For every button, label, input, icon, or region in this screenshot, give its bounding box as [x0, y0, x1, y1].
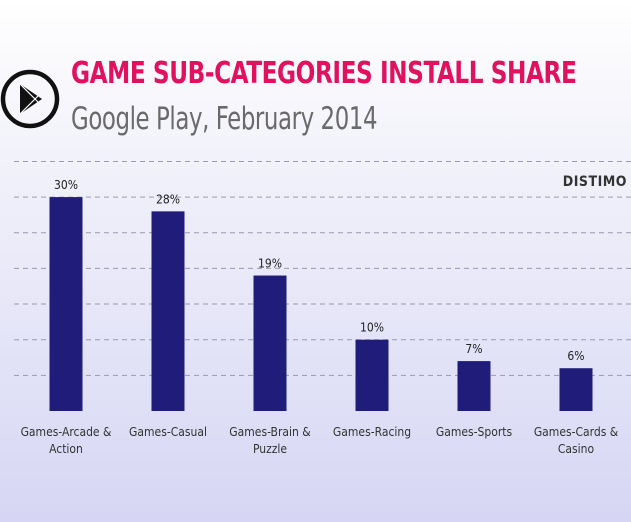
data-label: 28%: [156, 192, 180, 206]
chart-subtitle: Google Play, February 2014: [71, 101, 378, 137]
bar: [457, 361, 491, 411]
category-label: Action: [49, 442, 83, 456]
category-label: Casino: [558, 442, 595, 456]
chart-title: GAME SUB-CATEGORIES INSTALL SHARE: [71, 56, 577, 91]
category-label: Puzzle: [253, 442, 287, 456]
category-label: Games-Sports: [436, 425, 513, 439]
data-label: 19%: [258, 257, 282, 271]
bar: [49, 197, 83, 411]
category-label: Games-Brain &: [229, 425, 311, 439]
distimo-logo: DISTIMO: [562, 174, 627, 190]
bar: [559, 368, 593, 411]
google-play-icon: [0, 69, 60, 129]
bar: [253, 275, 287, 411]
category-label: Games-Casual: [129, 425, 207, 439]
category-label: Games-Arcade &: [21, 425, 112, 439]
data-label: 30%: [54, 178, 78, 192]
data-label: 7%: [465, 342, 482, 356]
bar: [151, 211, 185, 411]
category-label: Games-Racing: [333, 425, 411, 439]
data-label: 10%: [360, 321, 384, 335]
category-label: Games-Cards &: [534, 425, 619, 439]
data-label: 6%: [567, 349, 584, 363]
bar: [355, 339, 389, 411]
